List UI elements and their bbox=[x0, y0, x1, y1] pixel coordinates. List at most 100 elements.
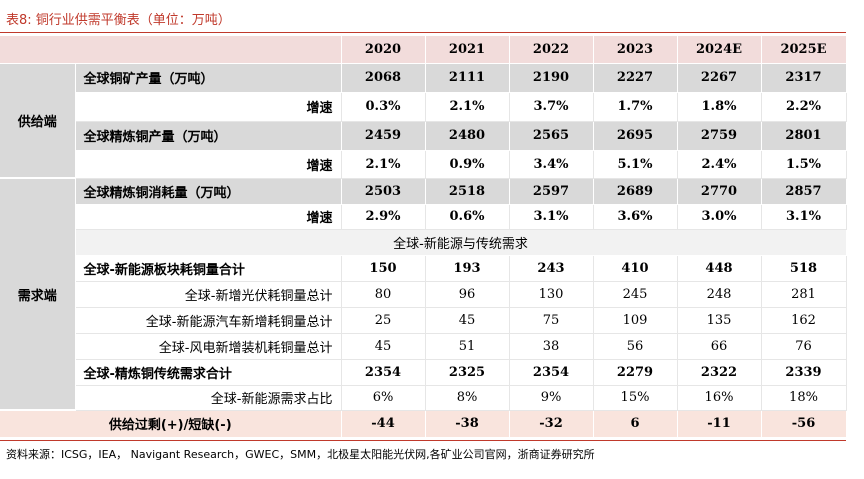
cell: -38 bbox=[425, 410, 510, 438]
cell: 1.5% bbox=[761, 150, 847, 179]
cell: 56 bbox=[593, 333, 678, 360]
section-row: 全球-新能源与传统需求 bbox=[0, 229, 847, 256]
header-row: 2020 2021 2022 2023 2024E 2025E bbox=[0, 36, 847, 64]
cell: 2857 bbox=[761, 178, 847, 205]
row-label: 供给过剩(+)/短缺(-) bbox=[0, 410, 342, 438]
cell: 2317 bbox=[761, 63, 847, 93]
cell: 6 bbox=[593, 410, 678, 438]
row-label: 全球-风电新增装机耗铜量总计 bbox=[75, 333, 342, 360]
cell: 16% bbox=[677, 385, 762, 411]
cell: 243 bbox=[509, 255, 594, 282]
cell: -32 bbox=[509, 410, 594, 438]
cell: 135 bbox=[677, 307, 762, 334]
year-header: 2022 bbox=[509, 36, 594, 64]
cell: 38 bbox=[509, 333, 594, 360]
cell: 3.1% bbox=[509, 204, 594, 230]
cell: 25 bbox=[341, 307, 426, 334]
cell: 2.1% bbox=[341, 150, 426, 179]
cell: 76 bbox=[761, 333, 847, 360]
cell: 51 bbox=[425, 333, 510, 360]
year-header: 2021 bbox=[425, 36, 510, 64]
cell: 3.0% bbox=[677, 204, 762, 230]
row-label: 全球铜矿产量（万吨） bbox=[75, 63, 342, 93]
copper-balance-table: 2020 2021 2022 2023 2024E 2025E 供给端 全球铜矿… bbox=[0, 36, 847, 438]
cell: 281 bbox=[761, 281, 847, 308]
cell: 248 bbox=[677, 281, 762, 308]
cell: 2068 bbox=[341, 63, 426, 93]
table-row: 全球-新能源汽车新增耗铜量总计 25 45 75 109 135 162 bbox=[0, 307, 847, 334]
table-row: 全球-新能源需求占比 6% 8% 9% 15% 16% 18% bbox=[0, 385, 847, 411]
cell: 2.2% bbox=[761, 92, 847, 122]
cell: 162 bbox=[761, 307, 847, 334]
cell: 45 bbox=[341, 333, 426, 360]
table-row: 需求端 全球精炼铜消耗量（万吨） 2503 2518 2597 2689 277… bbox=[0, 178, 847, 411]
segment-label-supply: 供给端 bbox=[0, 63, 76, 179]
table-row: 全球精炼铜产量（万吨） 2459 2480 2565 2695 2759 280… bbox=[0, 121, 847, 151]
table-row: 全球-精炼铜传统需求合计 2354 2325 2354 2279 2322 23… bbox=[0, 359, 847, 386]
cell: 1.7% bbox=[593, 92, 678, 122]
cell: 2801 bbox=[761, 121, 847, 151]
table-row: 增速 2.9% 0.6% 3.1% 3.6% 3.0% 3.1% bbox=[0, 204, 847, 230]
cell: 2111 bbox=[425, 63, 510, 93]
cell: 2322 bbox=[677, 359, 762, 386]
row-label: 全球精炼铜产量（万吨） bbox=[75, 121, 342, 151]
cell: 2503 bbox=[341, 178, 426, 205]
table-row: 增速 2.1% 0.9% 3.4% 5.1% 2.4% 1.5% bbox=[0, 150, 847, 179]
cell: 3.7% bbox=[509, 92, 594, 122]
cell: 15% bbox=[593, 385, 678, 411]
table-row: 增速 0.3% 2.1% 3.7% 1.7% 1.8% 2.2% bbox=[0, 92, 847, 122]
row-label: 增速 bbox=[75, 92, 342, 122]
footer-divider bbox=[0, 440, 846, 441]
cell: -11 bbox=[677, 410, 762, 438]
cell: 75 bbox=[509, 307, 594, 334]
row-label: 全球精炼铜消耗量（万吨） bbox=[75, 178, 342, 205]
cell: 5.1% bbox=[593, 150, 678, 179]
table-row: 全球-风电新增装机耗铜量总计 45 51 38 56 66 76 bbox=[0, 333, 847, 360]
cell: 448 bbox=[677, 255, 762, 282]
cell: 2459 bbox=[341, 121, 426, 151]
cell: 9% bbox=[509, 385, 594, 411]
row-label: 全球-新能源板块耗铜量合计 bbox=[75, 255, 342, 282]
cell: 96 bbox=[425, 281, 510, 308]
cell: -56 bbox=[761, 410, 847, 438]
year-header: 2025E bbox=[761, 36, 847, 64]
cell: 150 bbox=[341, 255, 426, 282]
cell: 8% bbox=[425, 385, 510, 411]
cell: 2190 bbox=[509, 63, 594, 93]
cell: 2354 bbox=[509, 359, 594, 386]
table-title: 表8: 铜行业供需平衡表（单位：万吨） bbox=[6, 13, 231, 28]
cell: 2325 bbox=[425, 359, 510, 386]
cell: 2354 bbox=[341, 359, 426, 386]
cell: 2480 bbox=[425, 121, 510, 151]
cell: 130 bbox=[509, 281, 594, 308]
cell: 6% bbox=[341, 385, 426, 411]
cell: 109 bbox=[593, 307, 678, 334]
row-label: 全球-新能源需求占比 bbox=[75, 385, 342, 411]
cell: 193 bbox=[425, 255, 510, 282]
cell: 2597 bbox=[509, 178, 594, 205]
cell: 3.4% bbox=[509, 150, 594, 179]
cell: 410 bbox=[593, 255, 678, 282]
table-row: 供给端 全球铜矿产量（万吨） 2068 2111 2190 2227 2267 … bbox=[0, 63, 847, 179]
cell: -44 bbox=[341, 410, 426, 438]
row-label: 增速 bbox=[75, 150, 342, 179]
cell: 2518 bbox=[425, 178, 510, 205]
cell: 2.9% bbox=[341, 204, 426, 230]
title-divider bbox=[0, 32, 846, 33]
cell: 1.8% bbox=[677, 92, 762, 122]
cell: 2279 bbox=[593, 359, 678, 386]
cell: 0.3% bbox=[341, 92, 426, 122]
cell: 2339 bbox=[761, 359, 847, 386]
cell: 66 bbox=[677, 333, 762, 360]
header-corner bbox=[0, 36, 342, 64]
cell: 2.1% bbox=[425, 92, 510, 122]
section-label: 全球-新能源与传统需求 bbox=[75, 229, 847, 256]
cell: 0.9% bbox=[425, 150, 510, 179]
table-row: 全球-新增光伏耗铜量总计 80 96 130 245 248 281 bbox=[0, 281, 847, 308]
cell: 2565 bbox=[509, 121, 594, 151]
row-label: 全球-新增光伏耗铜量总计 bbox=[75, 281, 342, 308]
cell: 2689 bbox=[593, 178, 678, 205]
row-label: 全球-新能源汽车新增耗铜量总计 bbox=[75, 307, 342, 334]
row-label: 全球-精炼铜传统需求合计 bbox=[75, 359, 342, 386]
segment-label-demand: 需求端 bbox=[0, 178, 76, 411]
